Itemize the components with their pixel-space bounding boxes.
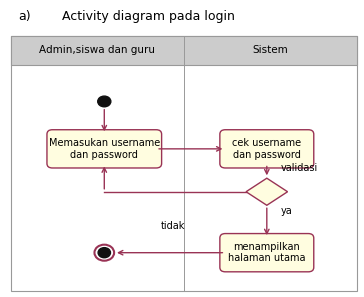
Polygon shape	[246, 178, 288, 205]
Circle shape	[98, 96, 111, 107]
FancyBboxPatch shape	[220, 130, 314, 168]
Bar	[11, 36, 357, 65]
Circle shape	[98, 248, 111, 258]
Text: a): a)	[18, 10, 31, 23]
FancyBboxPatch shape	[47, 130, 162, 168]
Text: Admin,siswa dan guru: Admin,siswa dan guru	[39, 45, 155, 56]
Text: Memasukan username
dan password: Memasukan username dan password	[49, 138, 160, 160]
Text: validasi: validasi	[281, 163, 318, 173]
Text: menampilkan
halaman utama: menampilkan halaman utama	[228, 242, 305, 263]
Text: ya: ya	[281, 206, 292, 216]
Bar	[11, 36, 357, 291]
Text: cek username
dan password: cek username dan password	[232, 138, 301, 160]
Text: tidak: tidak	[161, 221, 186, 230]
Text: Activity diagram pada login: Activity diagram pada login	[62, 10, 235, 23]
Text: Sistem: Sistem	[252, 45, 288, 56]
FancyBboxPatch shape	[220, 233, 314, 272]
